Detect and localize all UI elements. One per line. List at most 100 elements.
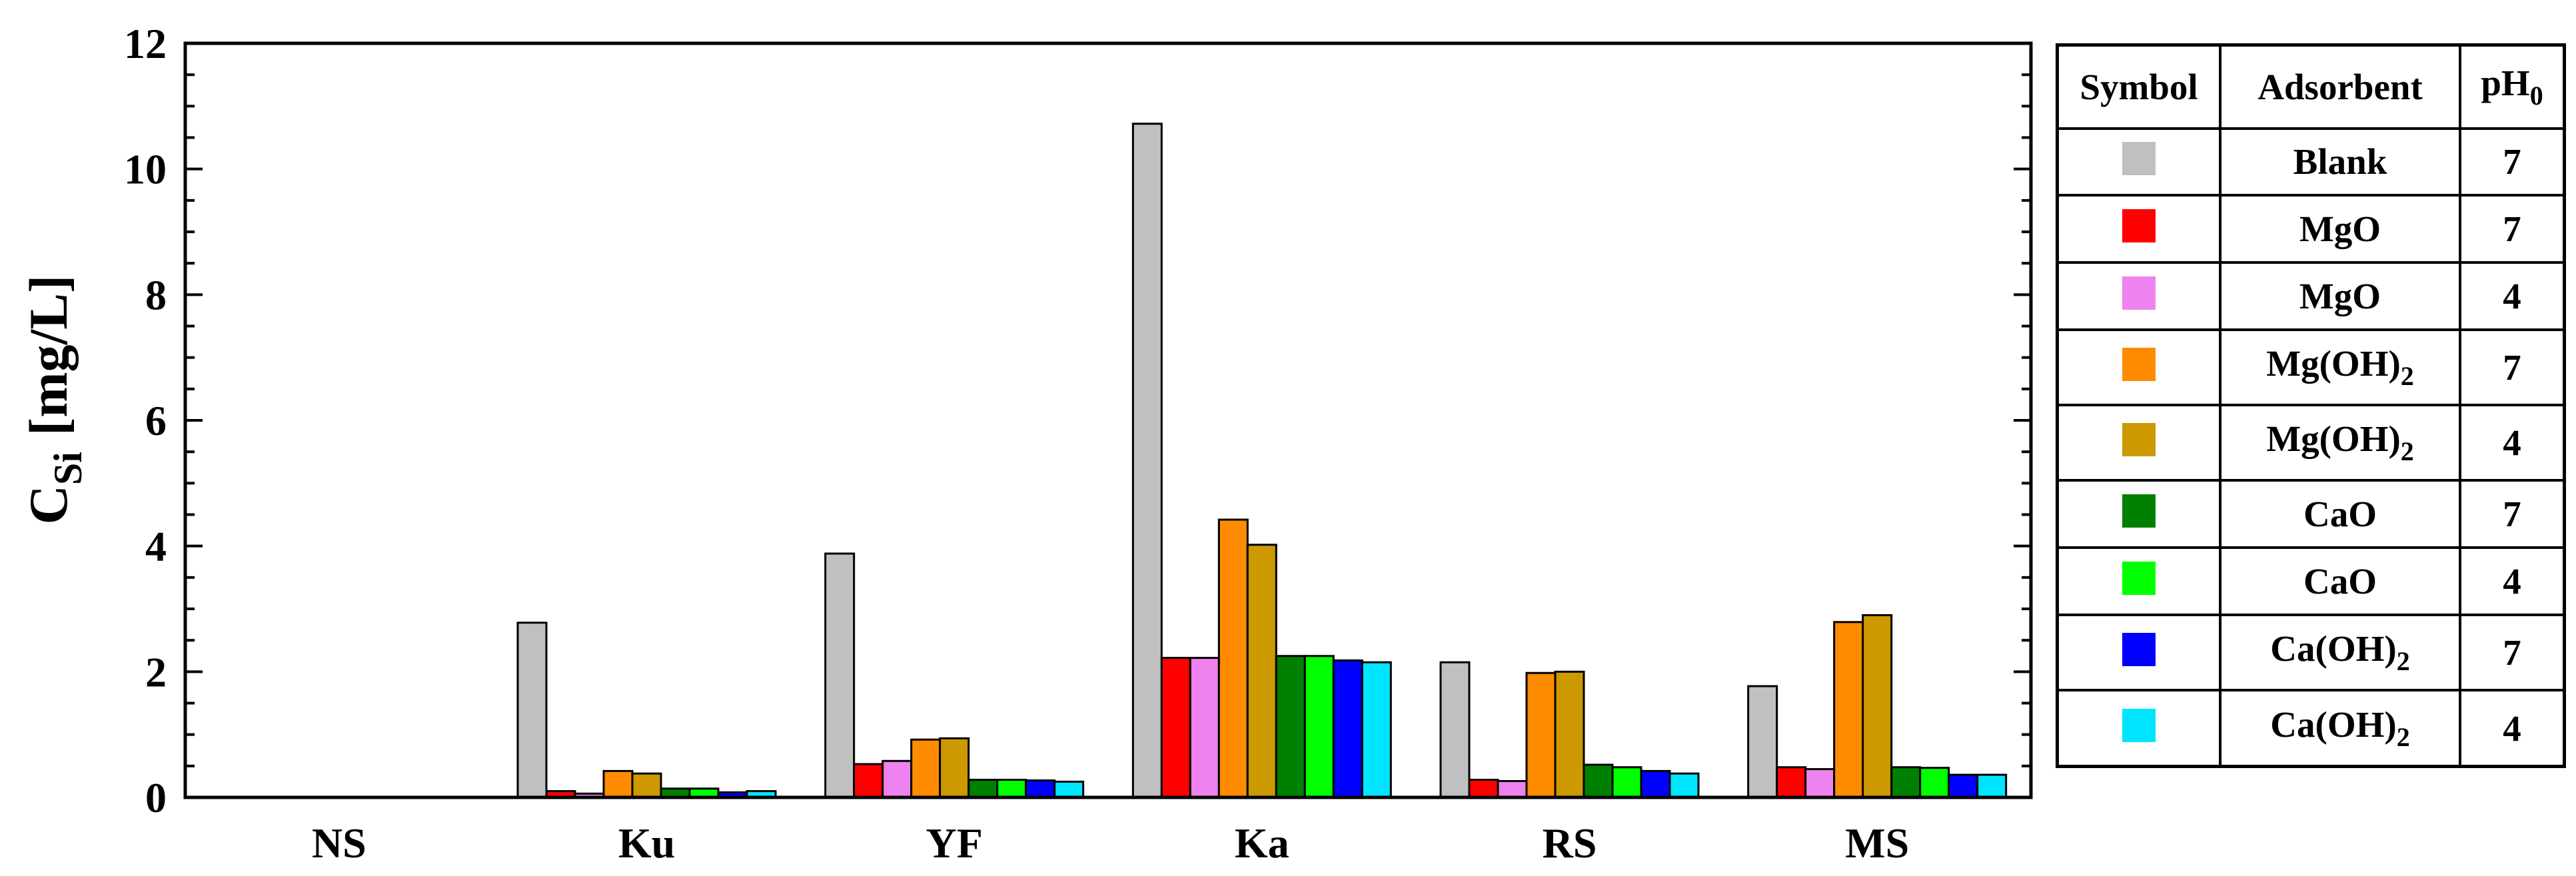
legend-header-ph-sub: 0: [2529, 80, 2543, 111]
legend-adsorbent-cell: CaO: [2219, 479, 2461, 550]
legend-adsorbent-subscript: 2: [2400, 436, 2414, 467]
y-tick-label: 4: [145, 523, 167, 570]
bar: [1611, 766, 1642, 799]
bar: [1919, 767, 1950, 799]
legend-adsorbent-label: CaO: [2303, 494, 2377, 535]
bar: [1025, 779, 1056, 799]
y-tick-label: 6: [145, 397, 167, 444]
bar: [1468, 779, 1499, 799]
legend-row: Ca(OH)2 4: [2056, 689, 2566, 768]
y-axis-label-main: C: [18, 485, 79, 524]
legend-ph-cell: 7: [2459, 479, 2566, 550]
legend-ph-cell: 4: [2459, 260, 2566, 331]
legend-symbol-cell: [2056, 546, 2222, 616]
legend-adsorbent-subscript: 2: [2396, 721, 2410, 752]
x-tick-label: YF: [926, 819, 983, 867]
legend-row: Mg(OH)2 7: [2056, 328, 2566, 406]
y-axis-label-unit: [mg/L]: [18, 275, 79, 436]
legend-symbol-cell: [2056, 613, 2222, 692]
bar: [824, 552, 856, 799]
legend-ph-cell: 4: [2459, 403, 2566, 482]
bar: [882, 759, 913, 799]
legend-adsorbent-cell: Blank: [2219, 127, 2461, 197]
bar: [1332, 659, 1363, 799]
legend-adsorbent-label: CaO: [2303, 560, 2377, 602]
legend-ph-cell: 7: [2459, 328, 2566, 406]
bar: [1890, 766, 1922, 799]
legend-adsorbent-label: Ca(OH): [2270, 703, 2397, 745]
x-tick-label: Ka: [1235, 819, 1289, 867]
bar: [1668, 772, 1700, 799]
legend-adsorbent-cell: CaO: [2219, 546, 2461, 616]
axes-group: 0 2 4 6 8 10 12 NS Ku YF Ka RS MS: [124, 20, 2033, 867]
x-tick-label: MS: [1845, 819, 1909, 867]
legend-swatch: [2122, 708, 2156, 742]
legend-table: Symbol Adsorbent pH0 Blank 7 MgO 7 MgO 4 Mg(OH…: [2056, 43, 2566, 768]
bar: [1862, 614, 1893, 799]
legend-ph-cell: 7: [2459, 127, 2566, 197]
y-axis-label: CSi [mg/L]: [18, 275, 90, 525]
bar: [910, 738, 942, 799]
legend-symbol-cell: [2056, 479, 2222, 550]
legend-adsorbent-label: Blank: [2293, 141, 2387, 183]
legend-swatch: [2122, 494, 2156, 528]
bar: [1246, 544, 1277, 799]
legend-header-ph: pH0: [2459, 43, 2566, 130]
x-tick-label: RS: [1543, 819, 1597, 867]
legend-row: Blank 7: [2056, 127, 2566, 197]
legend-header-ph-main: pH: [2481, 62, 2530, 103]
legend-swatch: [2122, 423, 2156, 457]
legend-row: CaO 4: [2056, 546, 2566, 616]
y-tick-label: 0: [145, 774, 167, 821]
legend-symbol-cell: [2056, 260, 2222, 331]
legend-row: CaO 7: [2056, 479, 2566, 550]
legend-ph-cell: 7: [2459, 613, 2566, 692]
legend-adsorbent-subscript: 2: [2400, 360, 2414, 391]
bar: [516, 622, 548, 799]
legend-adsorbent-cell: MgO: [2219, 260, 2461, 331]
bar: [1948, 773, 1979, 799]
legend-symbol-cell: [2056, 328, 2222, 406]
bar: [1804, 768, 1836, 799]
legend-swatch: [2122, 276, 2156, 310]
bar: [1160, 657, 1191, 799]
bar: [1747, 685, 1778, 799]
bar: [1833, 621, 1864, 799]
legend-swatch: [2122, 142, 2156, 176]
legend-symbol-cell: [2056, 127, 2222, 197]
legend-adsorbent-cell: Ca(OH)2: [2219, 689, 2461, 768]
x-tick-label: Ku: [618, 819, 675, 867]
bar: [1640, 769, 1671, 799]
legend-adsorbent-label: MgO: [2299, 275, 2381, 316]
bar: [1583, 763, 1614, 799]
legend-swatch: [2122, 561, 2156, 595]
bar: [1053, 780, 1085, 799]
bar: [1131, 123, 1163, 799]
bar: [631, 772, 662, 799]
legend-symbol-cell: [2056, 689, 2222, 768]
bar: [967, 779, 999, 799]
legend-swatch: [2122, 209, 2156, 242]
bar: [1217, 518, 1249, 799]
bar: [1361, 661, 1392, 799]
bar: [939, 737, 970, 799]
legend-row: MgO 4: [2056, 260, 2566, 331]
legend-adsorbent-cell: Ca(OH)2: [2219, 613, 2461, 692]
y-tick-label: 8: [145, 271, 167, 318]
legend-row: MgO 7: [2056, 194, 2566, 264]
y-tick-label: 10: [124, 146, 167, 193]
y-tick-label: 12: [124, 20, 167, 67]
legend-swatch: [2122, 347, 2156, 381]
bar: [1776, 766, 1807, 799]
legend-adsorbent-subscript: 2: [2396, 646, 2410, 676]
legend-symbol-cell: [2056, 403, 2222, 482]
legend-header-row: Symbol Adsorbent pH0: [2056, 43, 2566, 130]
legend-adsorbent-label: Mg(OH): [2266, 418, 2401, 460]
bar: [1439, 661, 1471, 799]
legend-row: Ca(OH)2 7: [2056, 613, 2566, 692]
legend-adsorbent-label: Ca(OH): [2270, 628, 2397, 669]
legend-ph-cell: 4: [2459, 689, 2566, 768]
legend-adsorbent-label: MgO: [2299, 209, 2381, 249]
legend-body: Blank 7 MgO 7 MgO 4 Mg(OH)2 7 Mg(OH)2 4 CaO 7 CaO 4 Ca…: [2056, 127, 2566, 768]
